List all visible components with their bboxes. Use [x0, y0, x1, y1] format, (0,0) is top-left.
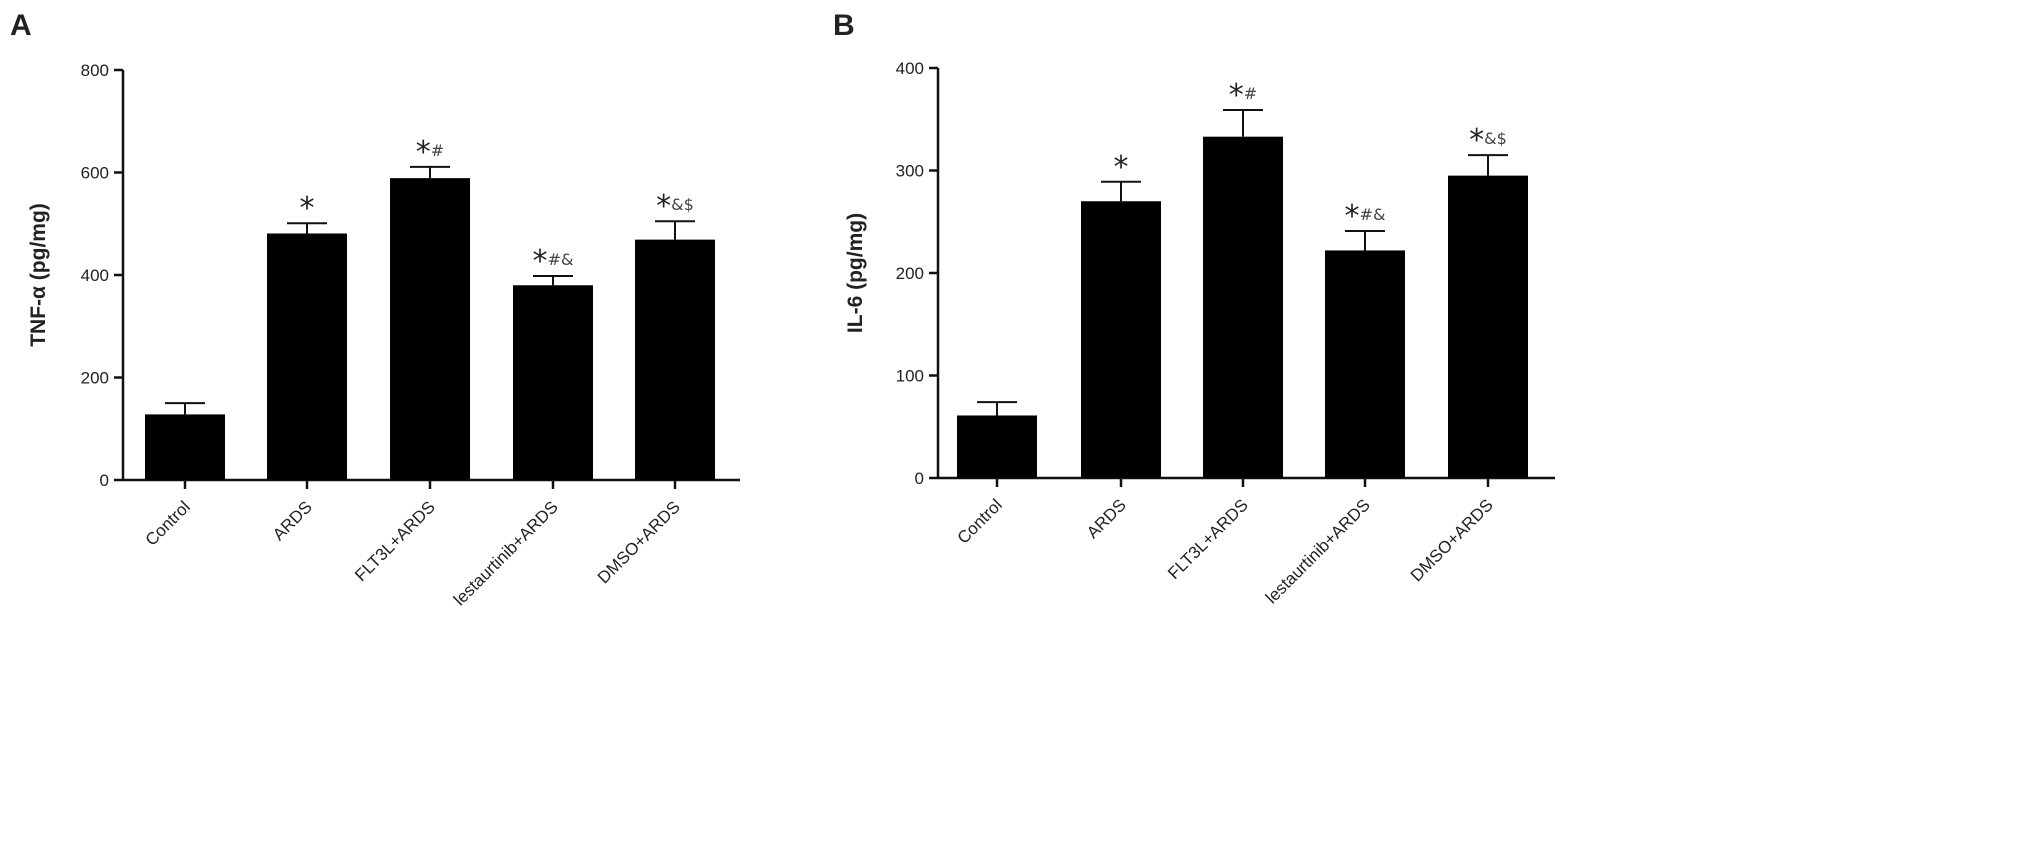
y-tick-label: 400: [896, 59, 924, 78]
x-tick-label: FLT3L+ARDS: [1164, 495, 1252, 583]
y-tick-label: 200: [81, 369, 109, 388]
significance-label-3: *#&: [1345, 199, 1386, 234]
figure-canvas: A TNF-α (pg/mg) 0 200 400 600 800 Control ARDS * F…: [10, 9, 1555, 609]
bar-2: [390, 178, 470, 480]
significance-label-4: *&$: [1469, 123, 1507, 158]
bar-3: [513, 285, 593, 480]
x-tick-label: DMSO+ARDS: [594, 497, 684, 587]
bar-2: [1203, 136, 1283, 479]
bar-3: [1325, 250, 1405, 478]
significance-label-4: *&$: [656, 189, 694, 224]
chart-panel-a: A TNF-α (pg/mg) 0 200 400 600 800 Control ARDS * F…: [10, 9, 740, 609]
x-tick-label: FLT3L+ARDS: [351, 497, 439, 585]
x-tick-label: lestaurtinib+ARDS: [450, 497, 562, 609]
y-axis-title: IL-6 (pg/mg): [844, 213, 867, 333]
y-tick-label: 0: [915, 469, 924, 488]
x-tick-label: DMSO+ARDS: [1407, 495, 1497, 585]
significance-label-3: *#&: [533, 244, 574, 279]
bar-0: [957, 415, 1037, 478]
x-tick-label: ARDS: [1083, 495, 1130, 542]
x-tick-label: lestaurtinib+ARDS: [1262, 495, 1374, 607]
y-tick-label: 600: [81, 164, 109, 183]
significance-label-1: *: [1114, 150, 1129, 185]
bar-0: [145, 414, 225, 480]
bar-4: [635, 239, 715, 480]
significance-label-1: *: [300, 191, 315, 226]
y-tick-label: 200: [896, 264, 924, 283]
y-tick-label: 0: [100, 471, 109, 490]
bar-1: [267, 233, 347, 480]
y-tick-label: 300: [896, 162, 924, 181]
x-tick-label: Control: [954, 495, 1006, 547]
x-tick-label: Control: [142, 497, 194, 549]
chart-panel-b: B IL-6 (pg/mg) 0 100 200 300 400 Control ARDS * FL…: [833, 9, 1555, 607]
bar-1: [1081, 201, 1161, 478]
x-tick-label: ARDS: [269, 497, 316, 544]
y-tick-label: 800: [81, 61, 109, 80]
y-tick-label: 400: [81, 266, 109, 285]
panel-label: A: [10, 9, 32, 42]
panel-label: B: [833, 9, 855, 42]
y-axis-title: TNF-α (pg/mg): [27, 203, 50, 347]
significance-label-2: *#: [416, 135, 444, 170]
significance-label-2: *#: [1229, 78, 1257, 113]
bar-4: [1448, 175, 1528, 478]
y-tick-label: 100: [896, 367, 924, 386]
